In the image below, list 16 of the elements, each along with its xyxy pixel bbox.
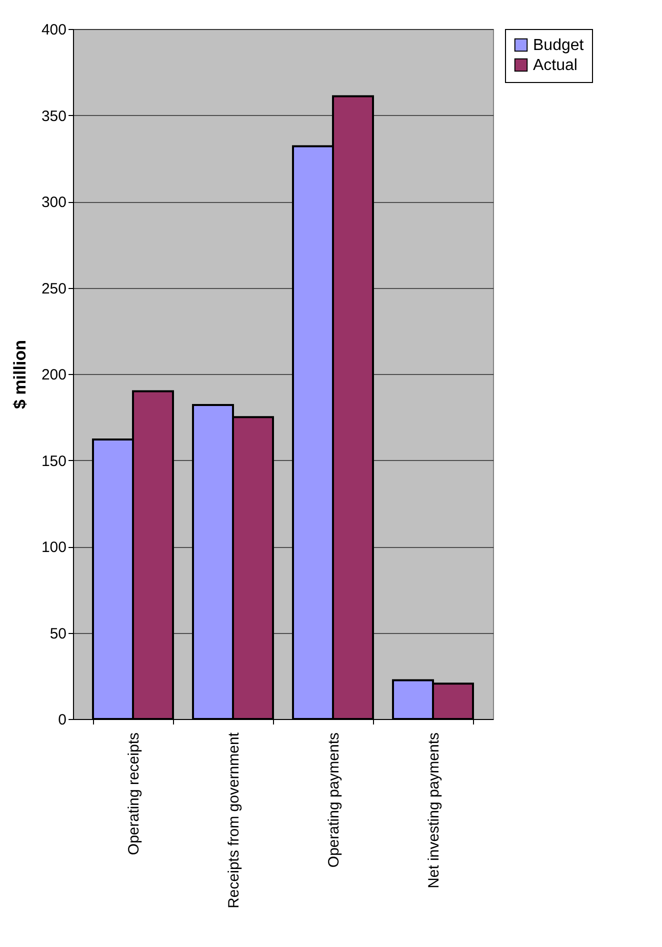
- y-tick-label: 300: [41, 194, 66, 211]
- x-tick-label: Operating receipts: [126, 732, 142, 856]
- x-tick-label: Net investing payments: [426, 732, 442, 888]
- y-tick-label: 400: [41, 22, 66, 38]
- x-tick-label: Operating payments: [326, 732, 342, 868]
- legend-label: Budget: [533, 37, 584, 54]
- y-tick-label: 200: [41, 366, 66, 384]
- legend-label: Actual: [533, 57, 578, 74]
- y-tick-label: 250: [41, 280, 66, 298]
- y-axis-title: $ million: [10, 340, 30, 409]
- y-tick-label: 150: [41, 452, 66, 470]
- y-tick-label: 50: [50, 625, 66, 642]
- x-tick-label: Receipts from government: [226, 732, 242, 908]
- y-tick-label: 0: [58, 712, 66, 728]
- y-tick-label: 100: [41, 539, 66, 556]
- y-tick-label: 350: [41, 108, 66, 125]
